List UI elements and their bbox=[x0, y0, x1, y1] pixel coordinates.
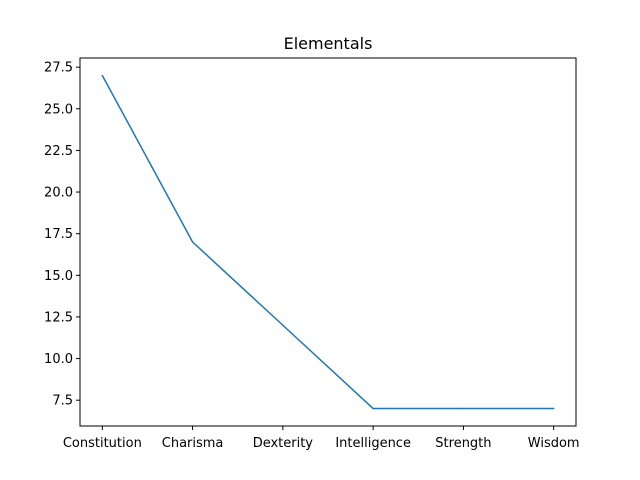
y-tick-label: 22.5 bbox=[44, 144, 73, 159]
x-tick-label: Constitution bbox=[63, 436, 142, 451]
data-point bbox=[101, 74, 104, 77]
y-axis-ticks: 7.5 10.0 12.5 15.0 17.5 20.0 22.5 25.0 27.5 bbox=[44, 61, 80, 409]
data-point bbox=[462, 407, 465, 410]
y-tick-label: 12.5 bbox=[44, 310, 73, 325]
data-point bbox=[191, 241, 194, 243]
data-point bbox=[282, 324, 284, 327]
y-tick-label: 25.0 bbox=[44, 102, 73, 117]
y-tick-label: 15.0 bbox=[44, 269, 73, 284]
y-tick-label: 17.5 bbox=[44, 227, 73, 242]
y-tick-label: 20.0 bbox=[44, 186, 73, 201]
y-tick-label: 27.5 bbox=[44, 61, 73, 76]
data-point bbox=[372, 407, 374, 410]
chart-title: Elementals bbox=[284, 34, 373, 53]
series-group bbox=[101, 74, 555, 410]
y-tick-label: 10.0 bbox=[44, 352, 73, 367]
y-tick-label: 7.5 bbox=[52, 394, 73, 409]
x-tick-label: Charisma bbox=[162, 436, 224, 451]
x-tick-label: Wisdom bbox=[528, 436, 580, 451]
x-tick-label: Intelligence bbox=[335, 436, 411, 451]
data-point bbox=[552, 407, 555, 410]
x-tick-label: Dexterity bbox=[253, 436, 314, 451]
plot-frame bbox=[79, 57, 577, 427]
series-line bbox=[101, 75, 554, 410]
x-tick-label: Strength bbox=[435, 436, 491, 451]
x-axis-ticks: Constitution Charisma Dexterity Intelligenc… bbox=[63, 426, 580, 451]
